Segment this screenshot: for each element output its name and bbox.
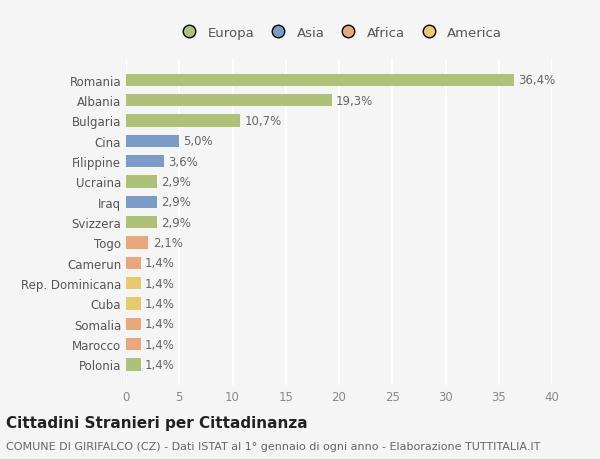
Bar xyxy=(126,115,240,127)
Text: 1,4%: 1,4% xyxy=(145,318,175,330)
Bar xyxy=(126,298,141,310)
Legend: Europa, Asia, Africa, America: Europa, Asia, Africa, America xyxy=(173,24,505,42)
Bar xyxy=(126,156,164,168)
Bar xyxy=(126,237,148,249)
Text: 2,9%: 2,9% xyxy=(161,175,191,189)
Bar xyxy=(126,176,157,188)
Text: 2,1%: 2,1% xyxy=(152,236,182,249)
Text: 1,4%: 1,4% xyxy=(145,257,175,270)
Text: 19,3%: 19,3% xyxy=(336,95,373,107)
Bar xyxy=(126,257,141,269)
Bar xyxy=(126,338,141,351)
Bar xyxy=(126,135,179,147)
Text: 3,6%: 3,6% xyxy=(169,155,199,168)
Bar xyxy=(126,196,157,208)
Bar xyxy=(126,95,332,107)
Text: 1,4%: 1,4% xyxy=(145,277,175,290)
Text: COMUNE DI GIRIFALCO (CZ) - Dati ISTAT al 1° gennaio di ogni anno - Elaborazione : COMUNE DI GIRIFALCO (CZ) - Dati ISTAT al… xyxy=(6,441,541,451)
Text: 10,7%: 10,7% xyxy=(244,115,281,128)
Bar xyxy=(126,74,514,87)
Bar xyxy=(126,277,141,290)
Bar xyxy=(126,358,141,371)
Text: 1,4%: 1,4% xyxy=(145,297,175,310)
Text: Cittadini Stranieri per Cittadinanza: Cittadini Stranieri per Cittadinanza xyxy=(6,415,308,431)
Text: 2,9%: 2,9% xyxy=(161,216,191,229)
Text: 36,4%: 36,4% xyxy=(518,74,555,87)
Text: 1,4%: 1,4% xyxy=(145,338,175,351)
Text: 2,9%: 2,9% xyxy=(161,196,191,209)
Text: 5,0%: 5,0% xyxy=(184,135,213,148)
Text: 1,4%: 1,4% xyxy=(145,358,175,371)
Bar xyxy=(126,318,141,330)
Bar xyxy=(126,217,157,229)
